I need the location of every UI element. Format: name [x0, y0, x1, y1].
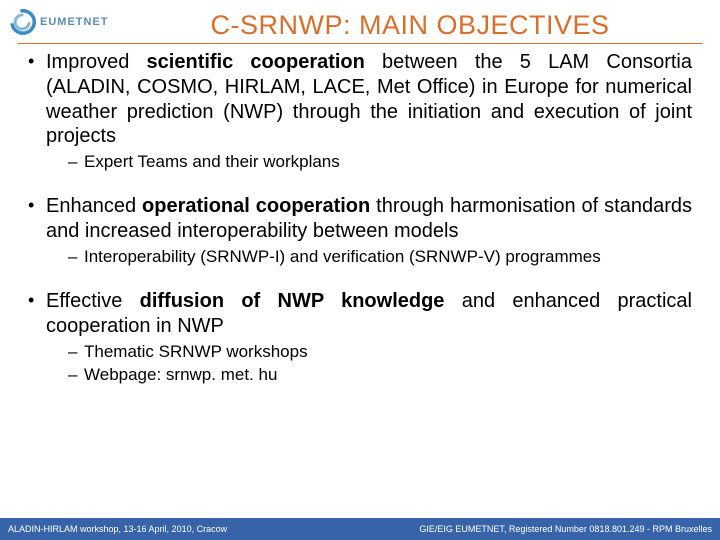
- footer-left: ALADIN-HIRLAM workshop, 13-16 April, 201…: [8, 524, 227, 534]
- bullet-marker: •: [28, 194, 46, 244]
- bullet-text: Improved scientific cooperation between …: [46, 50, 692, 149]
- bullet-item: •Enhanced operational cooperation throug…: [28, 194, 692, 244]
- sub-bullet-item: –Webpage: srnwp. met. hu: [68, 364, 692, 385]
- bullet-marker: •: [28, 50, 46, 149]
- swirl-icon: [8, 8, 36, 36]
- bullet-item: •Effective diffusion of NWP knowledge an…: [28, 289, 692, 339]
- sub-bullet-marker: –: [68, 364, 84, 385]
- sub-bullet-text: Interoperability (SRNWP-I) and verificat…: [84, 246, 692, 267]
- footer-bar: ALADIN-HIRLAM workshop, 13-16 April, 201…: [0, 518, 720, 540]
- sub-bullet-item: –Expert Teams and their workplans: [68, 151, 692, 172]
- logo: EUMETNET: [8, 8, 109, 36]
- sub-bullet-item: –Thematic SRNWP workshops: [68, 341, 692, 362]
- bullet-item: •Improved scientific cooperation between…: [28, 50, 692, 149]
- sub-bullet-marker: –: [68, 341, 84, 362]
- sub-bullet-item: –Interoperability (SRNWP-I) and verifica…: [68, 246, 692, 267]
- sub-bullet-text: Thematic SRNWP workshops: [84, 341, 692, 362]
- bullet-text: Enhanced operational cooperation through…: [46, 194, 692, 244]
- footer-right: GIE/EIG EUMETNET, Registered Number 0818…: [419, 524, 712, 534]
- title-underline: [18, 43, 702, 44]
- sub-bullet-text: Webpage: srnwp. met. hu: [84, 364, 692, 385]
- sub-bullet-text: Expert Teams and their workplans: [84, 151, 692, 172]
- sub-bullet-marker: –: [68, 151, 84, 172]
- logo-text: EUMETNET: [40, 16, 109, 28]
- slide-body: •Improved scientific cooperation between…: [0, 50, 720, 385]
- bullet-marker: •: [28, 289, 46, 339]
- bullet-text: Effective diffusion of NWP knowledge and…: [46, 289, 692, 339]
- sub-bullet-marker: –: [68, 246, 84, 267]
